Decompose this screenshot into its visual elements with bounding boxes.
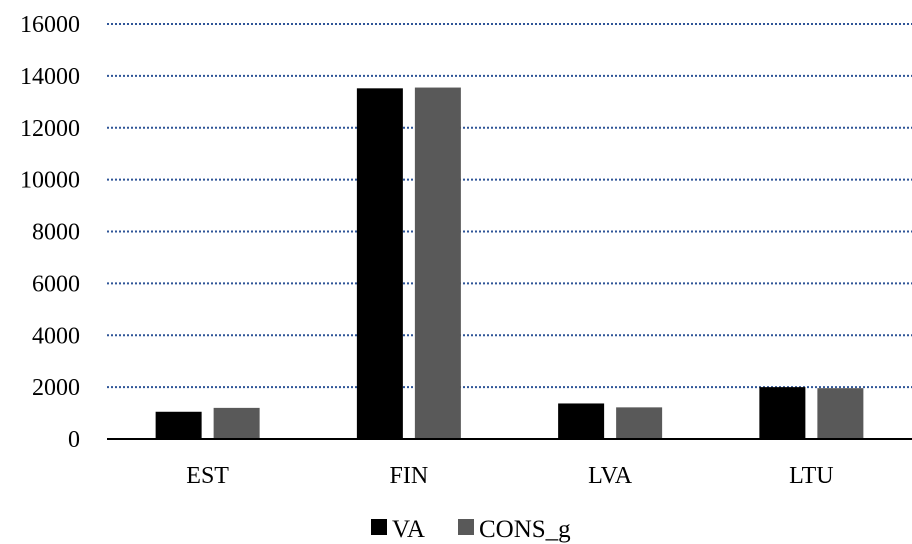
y-tick-label: 10000	[20, 168, 80, 194]
y-axis-ticks: 0 2000 4000 6000 8000 10000 12000 14000 16000	[20, 12, 80, 453]
bars	[155, 87, 864, 439]
legend: VA CONS_g	[371, 516, 571, 543]
legend-label-cons-g: CONS_g	[479, 516, 571, 543]
bar-cons-g-ltu	[817, 388, 864, 439]
y-tick-label: 2000	[32, 375, 80, 401]
x-tick-label: FIN	[390, 463, 429, 489]
bar-va-ltu	[759, 387, 806, 439]
legend-swatch-va	[371, 519, 387, 535]
bar-va-lva	[558, 403, 605, 439]
legend-label-va: VA	[392, 516, 425, 543]
bar-va-est	[155, 411, 202, 439]
legend-swatch-cons-g	[458, 519, 474, 535]
y-tick-label: 12000	[20, 116, 80, 142]
y-tick-label: 4000	[32, 323, 80, 349]
y-tick-label: 8000	[32, 220, 80, 246]
bar-cons-g-lva	[616, 407, 663, 439]
bar-cons-g-est	[213, 407, 260, 439]
y-tick-label: 0	[68, 427, 80, 453]
gridlines	[107, 23, 912, 389]
y-tick-label: 14000	[20, 64, 80, 90]
x-axis-ticks: EST FIN LVA LTU	[186, 463, 833, 489]
y-tick-label: 6000	[32, 271, 80, 297]
bar-va-fin	[356, 88, 403, 439]
y-tick-label: 16000	[20, 12, 80, 38]
x-tick-label: LVA	[588, 463, 633, 489]
bar-cons-g-fin	[414, 87, 461, 439]
x-tick-label: LTU	[789, 463, 833, 489]
x-tick-label: EST	[186, 463, 229, 489]
